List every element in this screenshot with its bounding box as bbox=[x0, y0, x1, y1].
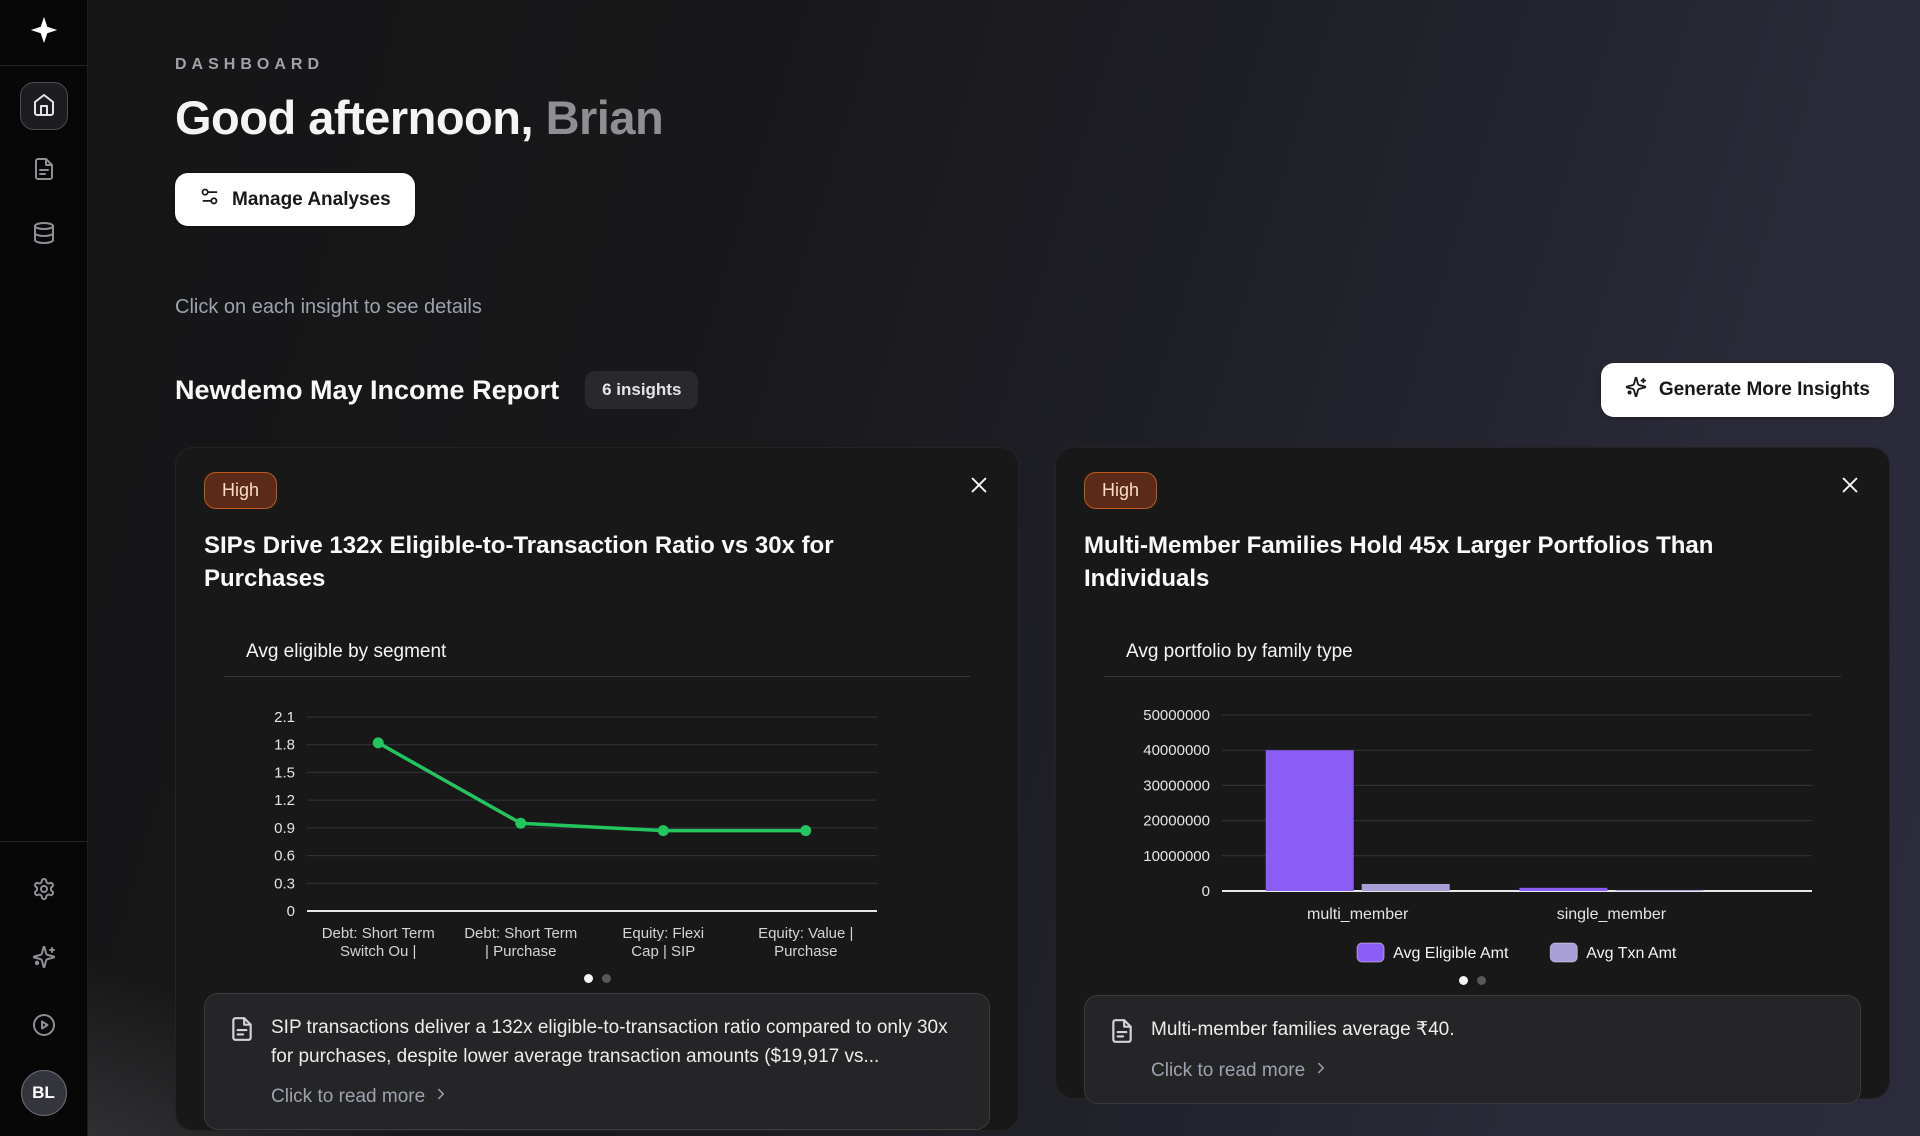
svg-text:20000000: 20000000 bbox=[1143, 813, 1210, 830]
sparkles-icon bbox=[32, 945, 56, 972]
insight-card-families[interactable]: High Multi-Member Families Hold 45x Larg… bbox=[1055, 447, 1890, 1104]
insights-hint: Click on each insight to see details bbox=[175, 296, 482, 318]
main-content: DASHBOARD Good afternoon, Brian Manage A… bbox=[88, 0, 1920, 1136]
sidebar-item-ai-insights[interactable] bbox=[20, 934, 68, 982]
sidebar-item-home[interactable] bbox=[19, 82, 68, 130]
svg-text:50000000: 50000000 bbox=[1143, 707, 1210, 724]
insights-count-badge: 6 insights bbox=[585, 371, 699, 409]
svg-text:2.1: 2.1 bbox=[274, 709, 295, 726]
report-header-row: Newdemo May Income Report 6 insights Gen… bbox=[175, 363, 1894, 417]
svg-text:1.8: 1.8 bbox=[274, 737, 295, 754]
read-more-link[interactable]: Click to read more bbox=[271, 1085, 965, 1109]
chevron-right-icon bbox=[1312, 1059, 1330, 1083]
greeting-prefix: Good afternoon, bbox=[175, 91, 534, 144]
generate-more-insights-label: Generate More Insights bbox=[1658, 379, 1870, 400]
priority-badge: High bbox=[1084, 472, 1158, 509]
chart-title: Avg portfolio by family type bbox=[1126, 641, 1353, 663]
svg-text:multi_member: multi_member bbox=[1307, 906, 1409, 923]
svg-text:0.9: 0.9 bbox=[274, 820, 295, 837]
carousel-dots bbox=[204, 974, 990, 984]
svg-text:Avg Eligible Amt: Avg Eligible Amt bbox=[1393, 945, 1509, 962]
sidebar-item-tutorials[interactable] bbox=[20, 1002, 68, 1050]
insight-summary-text: Multi-member families average ₹40. bbox=[1151, 1019, 1455, 1041]
bar-chart: 0 10000000 20000000 30000000 40000000 5000000… bbox=[1092, 701, 1861, 976]
svg-text:0.6: 0.6 bbox=[274, 848, 295, 865]
sliders-icon bbox=[199, 186, 220, 213]
generate-more-insights-button[interactable]: Generate More Insights bbox=[1600, 363, 1894, 417]
sparkles-icon bbox=[1625, 376, 1647, 404]
svg-text:10000000: 10000000 bbox=[1143, 848, 1210, 865]
avatar-initials: BL bbox=[32, 1083, 55, 1102]
svg-text:1.5: 1.5 bbox=[274, 765, 295, 782]
page-title: Good afternoon, Brian bbox=[175, 90, 1894, 145]
carousel-dots bbox=[1084, 976, 1861, 986]
svg-text:Equity: Value |Purchase: Equity: Value | Purchase bbox=[758, 925, 853, 960]
page-eyebrow: DASHBOARD bbox=[175, 56, 324, 73]
close-icon[interactable] bbox=[964, 470, 994, 500]
chart-title: Avg eligible by segment bbox=[246, 641, 447, 663]
insight-title: SIPs Drive 132x Eligible-to-Transaction … bbox=[204, 532, 834, 593]
avatar[interactable]: BL bbox=[20, 1070, 67, 1116]
report-title: Newdemo May Income Report bbox=[175, 374, 560, 405]
svg-text:0.3: 0.3 bbox=[274, 875, 295, 892]
database-icon bbox=[32, 221, 56, 248]
greeting-name: Brian bbox=[545, 91, 664, 144]
close-icon[interactable] bbox=[1835, 470, 1865, 500]
read-more-link[interactable]: Click to read more bbox=[1151, 1059, 1455, 1083]
document-icon bbox=[1109, 1018, 1135, 1083]
insight-summary-panel[interactable]: Multi-member families average ₹40. Click… bbox=[1084, 995, 1861, 1104]
file-document-icon bbox=[32, 157, 56, 184]
carousel-dot[interactable] bbox=[1459, 976, 1468, 986]
svg-text:Avg Txn Amt: Avg Txn Amt bbox=[1586, 945, 1677, 962]
manage-analyses-button[interactable]: Manage Analyses bbox=[175, 173, 415, 226]
play-circle-icon bbox=[32, 1013, 56, 1040]
insight-summary-text: SIP transactions deliver a 132x eligible… bbox=[271, 1017, 948, 1067]
home-icon bbox=[32, 93, 56, 120]
app-logo bbox=[0, 0, 87, 66]
svg-text:40000000: 40000000 bbox=[1143, 742, 1210, 759]
insight-card-sips[interactable]: High SIPs Drive 132x Eligible-to-Transac… bbox=[175, 447, 1019, 1131]
carousel-dot[interactable] bbox=[1477, 976, 1486, 986]
insight-cards-row: High SIPs Drive 132x Eligible-to-Transac… bbox=[175, 447, 1894, 1131]
svg-text:30000000: 30000000 bbox=[1143, 778, 1210, 795]
sidebar-bottom: BL bbox=[0, 841, 87, 1136]
chart-separator bbox=[224, 676, 970, 678]
sparkle-logo-icon bbox=[29, 15, 59, 50]
svg-text:0: 0 bbox=[287, 903, 295, 920]
svg-text:Debt: Short Term| Purchase: Debt: Short Term | Purchase bbox=[464, 925, 577, 960]
insight-chart-block: Avg portfolio by family type 0 10000000 20… bbox=[1084, 641, 1861, 976]
sidebar: BL bbox=[0, 0, 88, 1136]
svg-text:0: 0 bbox=[1202, 883, 1210, 900]
insight-summary-panel[interactable]: SIP transactions deliver a 132x eligible… bbox=[204, 993, 990, 1131]
priority-badge: High bbox=[204, 472, 278, 509]
carousel-dot[interactable] bbox=[601, 974, 611, 984]
settings-gear-icon bbox=[32, 877, 56, 904]
chart-separator bbox=[1104, 676, 1841, 678]
manage-analyses-label: Manage Analyses bbox=[232, 188, 391, 210]
chevron-right-icon bbox=[432, 1085, 450, 1109]
svg-text:single_member: single_member bbox=[1557, 906, 1667, 923]
sidebar-item-data[interactable] bbox=[20, 210, 68, 258]
sidebar-item-settings[interactable] bbox=[20, 866, 68, 914]
carousel-dot[interactable] bbox=[583, 974, 593, 984]
line-chart: 0 0.3 0.6 0.9 1.2 1.5 1.8 2.1 Debt: Short Term Sw… bbox=[212, 701, 990, 974]
svg-text:1.2: 1.2 bbox=[274, 792, 295, 809]
sidebar-item-documents[interactable] bbox=[20, 146, 68, 194]
insight-title: Multi-Member Families Hold 45x Larger Po… bbox=[1084, 532, 1714, 593]
insight-chart-block: Avg eligible by segment 0 0.3 0.6 0.9 1.2 1.5… bbox=[204, 641, 990, 974]
sidebar-nav bbox=[19, 66, 68, 258]
document-icon bbox=[229, 1016, 255, 1109]
